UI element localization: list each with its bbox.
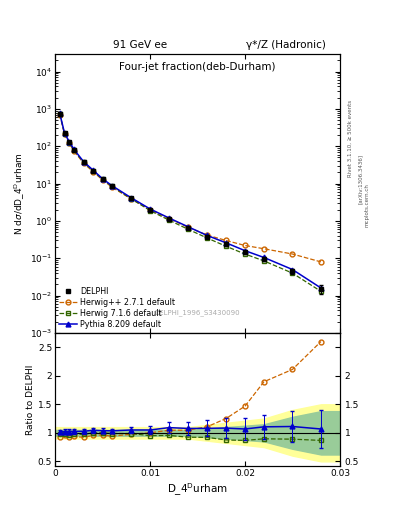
Y-axis label: N d$\sigma$/dD_4$^\mathregular{D}$urham: N d$\sigma$/dD_4$^\mathregular{D}$urham — [13, 152, 27, 234]
Y-axis label: Ratio to DELPHI: Ratio to DELPHI — [26, 364, 35, 435]
Legend: DELPHI, Herwig++ 2.7.1 default, Herwig 7.1.6 default, Pythia 8.209 default: DELPHI, Herwig++ 2.7.1 default, Herwig 7… — [57, 285, 176, 331]
Text: DELPHI_1996_S3430090: DELPHI_1996_S3430090 — [155, 309, 240, 316]
X-axis label: D_4$^\mathregular{D}$urham: D_4$^\mathregular{D}$urham — [167, 482, 228, 499]
Text: Four-jet fraction(deb-Durham): Four-jet fraction(deb-Durham) — [119, 62, 276, 72]
Text: γ*/Z (Hadronic): γ*/Z (Hadronic) — [246, 40, 326, 50]
Text: [arXiv:1306.3436]: [arXiv:1306.3436] — [358, 154, 363, 204]
Text: 91 GeV ee: 91 GeV ee — [114, 40, 167, 50]
Text: mcplots.cern.ch: mcplots.cern.ch — [365, 183, 370, 227]
Text: Rivet 3.1.10, ≥ 500k events: Rivet 3.1.10, ≥ 500k events — [348, 100, 353, 177]
